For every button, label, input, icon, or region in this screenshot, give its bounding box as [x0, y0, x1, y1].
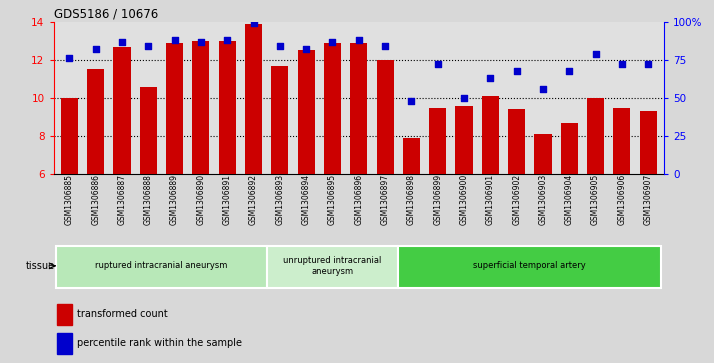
Point [221, 37, 233, 43]
Bar [271, 66, 288, 174]
FancyBboxPatch shape [267, 245, 398, 288]
Point [248, 20, 259, 26]
Text: GSM1306900: GSM1306900 [460, 174, 468, 225]
Bar [376, 60, 393, 174]
Bar [298, 50, 315, 174]
FancyBboxPatch shape [398, 245, 661, 288]
Point [327, 39, 338, 45]
Text: GSM1306890: GSM1306890 [196, 174, 206, 225]
Bar [245, 24, 262, 174]
Text: GSM1306903: GSM1306903 [538, 174, 548, 225]
Bar [114, 46, 131, 174]
Point [116, 39, 128, 45]
Point [195, 39, 206, 45]
Text: GSM1306888: GSM1306888 [144, 174, 153, 225]
Text: GSM1306894: GSM1306894 [301, 174, 311, 225]
Text: GSM1306907: GSM1306907 [644, 174, 653, 225]
Point [274, 43, 286, 49]
Bar [482, 96, 499, 174]
Text: GSM1306896: GSM1306896 [354, 174, 363, 225]
Bar [56, 304, 72, 325]
Bar [324, 43, 341, 174]
Text: GSM1306895: GSM1306895 [328, 174, 337, 225]
Text: GSM1306885: GSM1306885 [65, 174, 74, 225]
Text: GSM1306897: GSM1306897 [381, 174, 390, 225]
Text: tissue: tissue [26, 261, 55, 271]
Point [143, 43, 154, 49]
Text: GSM1306906: GSM1306906 [618, 174, 626, 225]
Point [563, 68, 575, 73]
Text: GSM1306898: GSM1306898 [407, 174, 416, 225]
Point [379, 43, 391, 49]
Text: GDS5186 / 10676: GDS5186 / 10676 [54, 8, 158, 21]
Bar [613, 107, 630, 174]
Text: GSM1306887: GSM1306887 [118, 174, 126, 225]
FancyBboxPatch shape [56, 245, 267, 288]
Bar [61, 98, 78, 174]
Point [511, 68, 523, 73]
Bar [456, 106, 473, 174]
Text: GSM1306901: GSM1306901 [486, 174, 495, 225]
Point [169, 37, 181, 43]
Bar [166, 43, 183, 174]
Bar [560, 123, 578, 174]
Bar [403, 138, 420, 174]
Text: GSM1306892: GSM1306892 [249, 174, 258, 225]
Point [537, 86, 548, 92]
Text: GSM1306899: GSM1306899 [433, 174, 442, 225]
Text: GSM1306891: GSM1306891 [223, 174, 232, 225]
Text: unruptured intracranial
aneurysm: unruptured intracranial aneurysm [283, 256, 382, 276]
Text: ruptured intracranial aneurysm: ruptured intracranial aneurysm [95, 261, 228, 270]
Bar [508, 110, 526, 174]
Text: GSM1306886: GSM1306886 [91, 174, 100, 225]
Text: GSM1306889: GSM1306889 [170, 174, 179, 225]
Point [590, 51, 601, 57]
Point [458, 95, 470, 101]
Point [301, 46, 312, 52]
Bar [429, 107, 446, 174]
Text: GSM1306905: GSM1306905 [591, 174, 600, 225]
Point [353, 37, 365, 43]
Bar [587, 98, 604, 174]
Text: GSM1306904: GSM1306904 [565, 174, 574, 225]
Bar [534, 134, 551, 174]
Point [432, 62, 443, 68]
Point [64, 56, 75, 61]
Point [90, 46, 101, 52]
Bar [140, 87, 157, 174]
Text: percentile rank within the sample: percentile rank within the sample [76, 338, 242, 348]
Text: GSM1306893: GSM1306893 [276, 174, 284, 225]
Bar [640, 111, 657, 174]
Text: GSM1306902: GSM1306902 [512, 174, 521, 225]
Bar [351, 43, 367, 174]
Text: transformed count: transformed count [76, 309, 168, 319]
Bar [87, 69, 104, 174]
Point [643, 62, 654, 68]
Bar [56, 333, 72, 354]
Point [485, 75, 496, 81]
Text: superficial temporal artery: superficial temporal artery [473, 261, 586, 270]
Bar [192, 41, 209, 174]
Point [616, 62, 628, 68]
Point [406, 98, 417, 104]
Bar [218, 41, 236, 174]
